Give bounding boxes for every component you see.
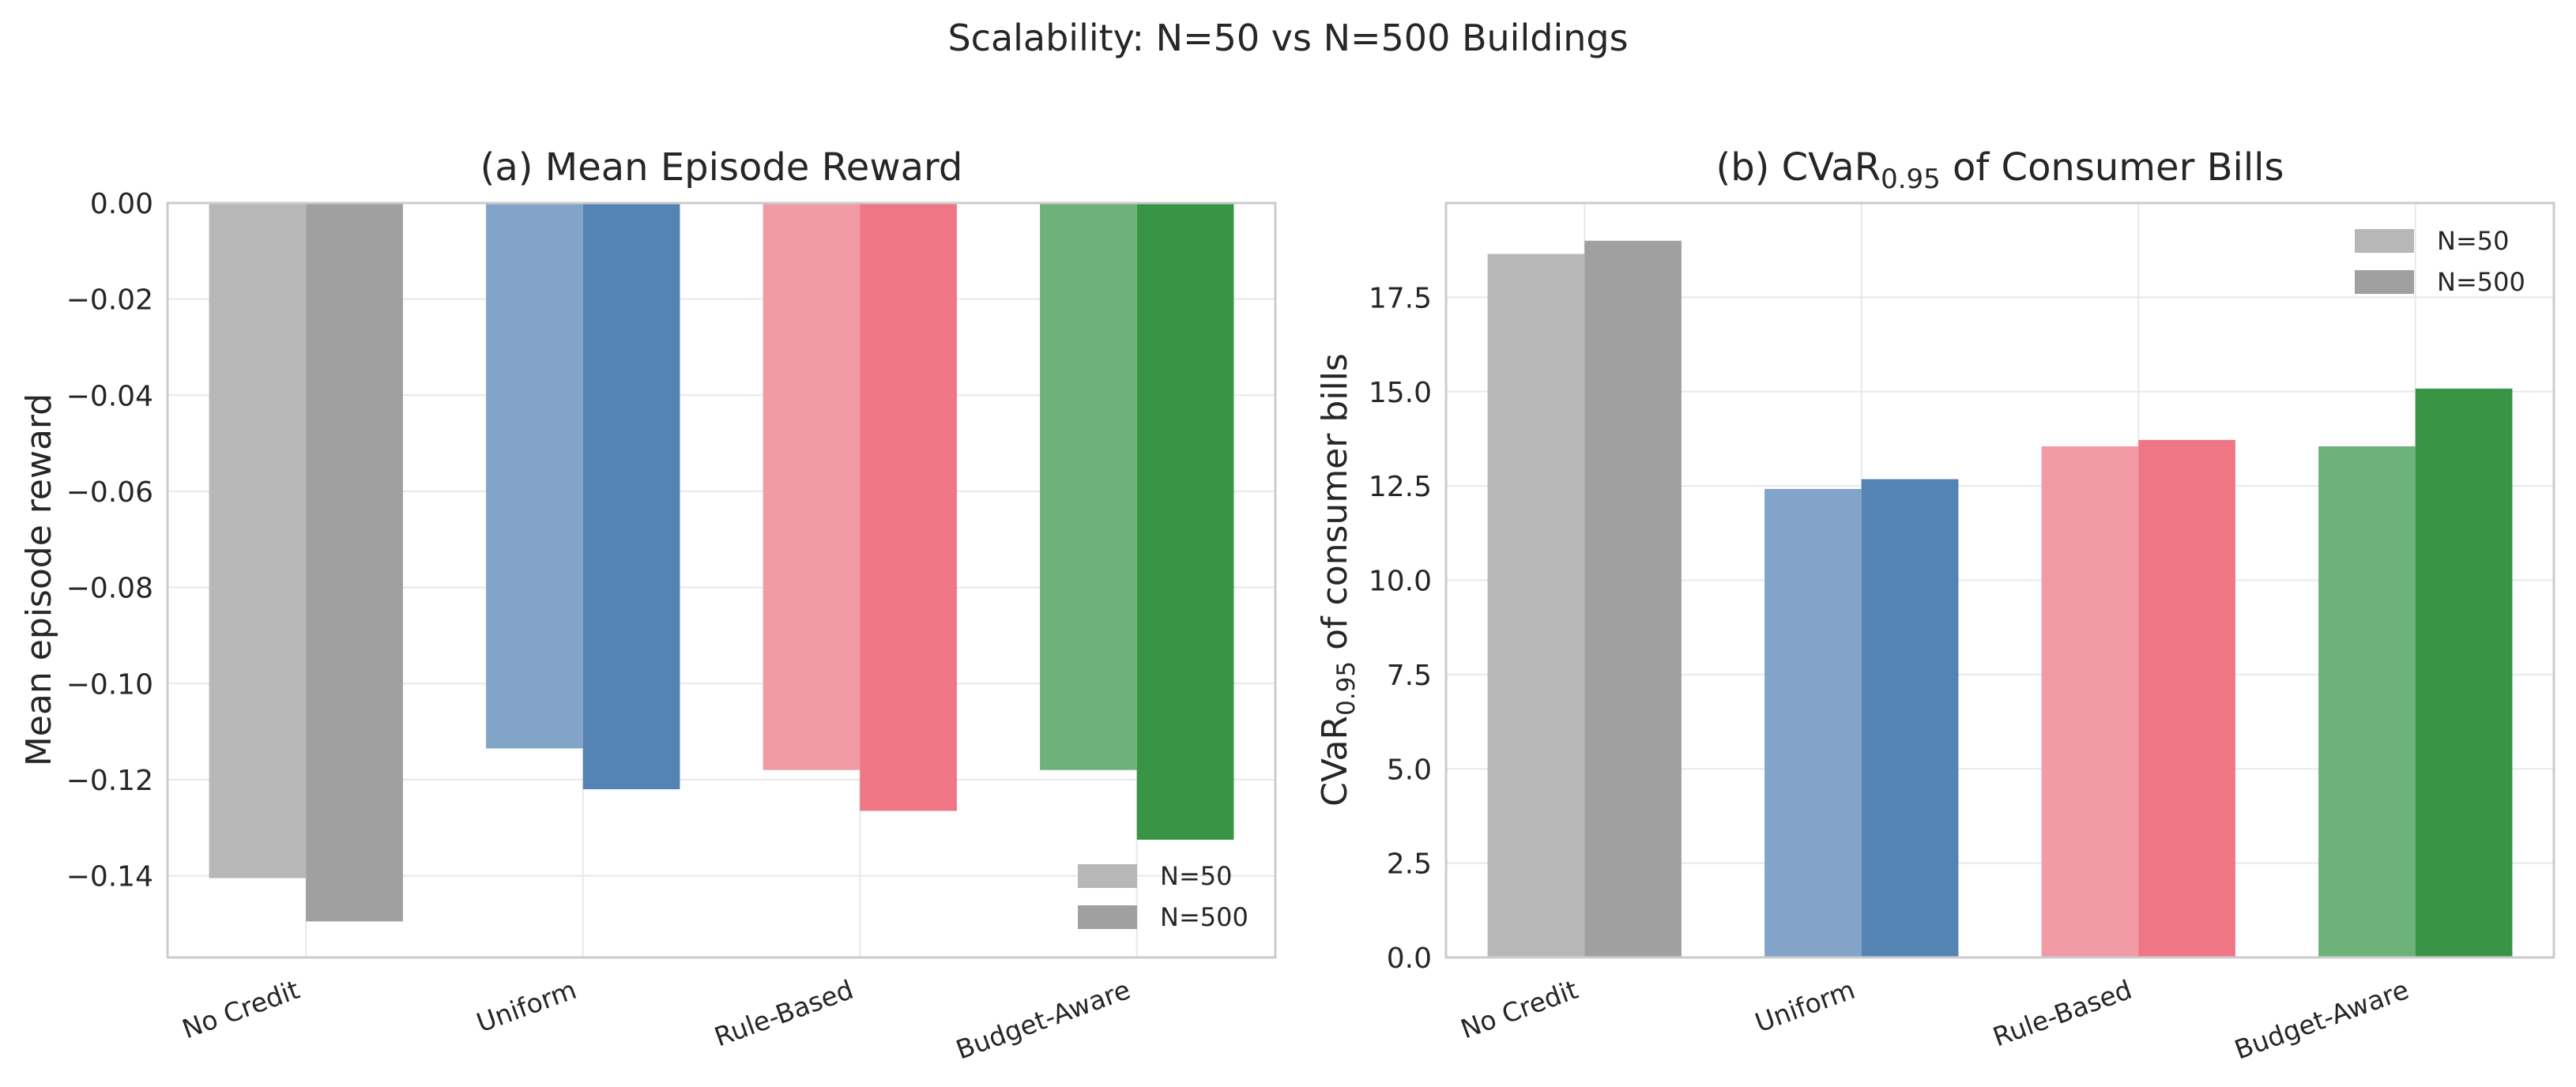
a-ytick-label-5: −0.10 <box>66 668 153 701</box>
b-ytick-label-6: 15.0 <box>1369 377 1432 409</box>
b-legend-label-n500: N=500 <box>2437 267 2525 297</box>
a-legend-label-n50: N=50 <box>1160 861 1232 891</box>
a-xtick-label-1: Uniform <box>473 974 581 1039</box>
a-bar-n50-no-credit <box>209 203 307 878</box>
b-legend-label-n50: N=50 <box>2437 226 2509 256</box>
b-title-subscript: 0.95 <box>1881 164 1941 195</box>
a-bar-n500-rule-based <box>860 203 957 811</box>
a-bar-n50-uniform <box>486 203 583 749</box>
a-xtick-label-2: Rule-Based <box>710 974 857 1053</box>
a-legend-swatch-n50 <box>1078 864 1137 888</box>
b-bar-n500-budget-aware <box>2415 388 2513 957</box>
a-legend: N=50 N=500 <box>1078 861 1248 932</box>
a-bar-n50-budget-aware <box>1040 203 1137 770</box>
b-title-suffix: of Consumer Bills <box>1941 145 2284 190</box>
b-ytick-label-1: 2.5 <box>1387 848 1432 881</box>
a-title: (a) Mean Episode Reward <box>480 145 963 190</box>
a-ylabel: Mean episode reward <box>19 393 59 766</box>
a-bar-n500-budget-aware <box>1136 203 1234 840</box>
b-bar-n500-uniform <box>1861 479 1959 957</box>
b-ytick-label-0: 0.0 <box>1387 942 1432 975</box>
b-ylabel: CVaR0.95 of consumer bills <box>1315 353 1361 807</box>
b-ytick-label-4: 10.0 <box>1369 566 1432 598</box>
b-ylabel-main: CVaR <box>1315 716 1355 807</box>
a-legend-swatch-n500 <box>1078 905 1137 929</box>
a-ytick-label-2: −0.04 <box>66 380 153 412</box>
b-bar-n50-no-credit <box>1487 254 1585 957</box>
b-bar-n500-no-credit <box>1584 240 1682 957</box>
b-ytick-label-7: 17.5 <box>1369 282 1432 314</box>
b-bar-n500-rule-based <box>2138 439 2235 957</box>
panel-b: 0.0 2.5 5.0 7.5 10.0 12.5 15.0 17.5 No Credit Un… <box>1315 145 2555 1066</box>
a-bar-n500-no-credit <box>306 203 403 922</box>
b-legend-swatch-n500 <box>2355 270 2414 294</box>
b-xtick-label-3: Budget-Aware <box>2231 974 2413 1066</box>
b-xticks: No Credit Uniform Rule-Based Budget-Aware <box>1456 974 2412 1066</box>
b-title-main: (b) CVaR <box>1715 145 1881 190</box>
a-yticks: 0.00 −0.02 −0.04 −0.06 −0.08 −0.10 −0.12 −0.14 <box>66 188 153 893</box>
a-ytick-label-1: −0.02 <box>66 284 153 317</box>
b-xtick-label-2: Rule-Based <box>1989 974 2136 1053</box>
b-yticks: 0.0 2.5 5.0 7.5 10.0 12.5 15.0 17.5 <box>1369 282 1432 975</box>
b-plot-frame <box>1444 201 2555 959</box>
a-xtick-label-3: Budget-Aware <box>952 974 1135 1066</box>
b-ytick-label-5: 12.5 <box>1369 471 1432 503</box>
b-legend-swatch-n50 <box>2355 229 2414 253</box>
a-ytick-label-7: −0.14 <box>66 861 153 893</box>
b-ylabel-suffix: of consumer bills <box>1315 353 1355 661</box>
b-bar-n50-rule-based <box>2041 446 2139 957</box>
b-bars <box>1487 240 2513 957</box>
figure-suptitle: Scalability: N=50 vs N=500 Buildings <box>947 17 1628 59</box>
b-bar-n50-budget-aware <box>2318 446 2416 957</box>
a-ytick-label-0: 0.00 <box>90 188 153 220</box>
b-xtick-label-0: No Credit <box>1456 974 1582 1045</box>
b-ytick-label-3: 7.5 <box>1387 660 1432 692</box>
b-title: (b) CVaR0.95 of Consumer Bills <box>1715 145 2284 195</box>
a-ytick-label-3: −0.06 <box>66 476 153 509</box>
a-xtick-label-0: No Credit <box>178 974 303 1045</box>
b-bar-n50-uniform <box>1764 488 1862 957</box>
a-xticks: No Credit Uniform Rule-Based Budget-Aware <box>178 974 1134 1066</box>
b-legend: N=50 N=500 <box>2355 226 2525 297</box>
b-xtick-label-1: Uniform <box>1751 974 1859 1039</box>
panel-a: 0.00−0.02−0.04−0.06−0.08−0.10−0.12−0.14 … <box>19 145 1277 1066</box>
a-bar-n500-uniform <box>582 203 680 790</box>
b-ylabel-subscript: 0.95 <box>1332 661 1361 716</box>
a-ytick-label-4: −0.08 <box>66 573 153 605</box>
a-plot-frame <box>166 201 1277 959</box>
a-ytick-label-6: −0.12 <box>66 765 153 797</box>
a-bars <box>209 203 1234 922</box>
a-legend-label-n500: N=500 <box>1160 902 1248 932</box>
b-ytick-label-2: 5.0 <box>1387 754 1432 786</box>
a-bar-n50-rule-based <box>763 203 861 770</box>
